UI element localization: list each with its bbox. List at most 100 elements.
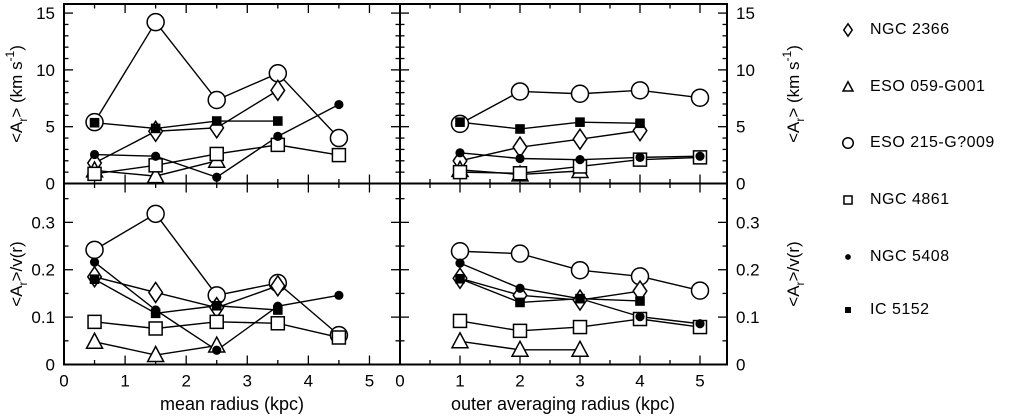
circle-marker-icon	[841, 136, 855, 150]
circle-filled-marker-icon	[575, 155, 585, 165]
svg-text:1: 1	[120, 372, 129, 391]
legend-label: IC 5152	[870, 301, 930, 318]
svg-text:0.1: 0.1	[31, 308, 55, 327]
svg-text:10: 10	[36, 61, 55, 80]
svg-text:<Ar>/v(r): <Ar>/v(r)	[7, 241, 30, 306]
square-open-marker-icon	[331, 147, 347, 163]
svg-text:0.2: 0.2	[31, 261, 55, 280]
square-filled-marker-icon	[150, 308, 161, 319]
svg-text:15: 15	[736, 4, 755, 23]
square-filled-marker-icon	[150, 123, 161, 134]
circle-filled-marker-icon	[635, 152, 645, 162]
triangle-open-marker-icon	[146, 344, 165, 363]
circle-filled-marker-icon	[273, 131, 283, 141]
square-open-marker-icon	[452, 164, 468, 180]
circle-filled-marker-icon	[212, 172, 222, 182]
square-filled-marker-icon	[89, 274, 100, 285]
circle-open-marker-icon	[146, 204, 165, 224]
svg-text:0.3: 0.3	[736, 213, 760, 232]
legend-item-eso059: ESO 059-G001	[836, 75, 985, 99]
svg-text:<Ar> (km s-1): <Ar> (km s-1)	[780, 45, 807, 143]
circle-filled-marker-icon	[455, 258, 465, 268]
circle-filled-marker-icon	[89, 149, 100, 160]
circle-filled-marker-icon	[695, 151, 705, 161]
square-open-marker-icon	[512, 323, 528, 339]
circle-filled-marker-icon	[151, 151, 161, 161]
svg-text:mean radius (kpc): mean radius (kpc)	[160, 394, 304, 414]
legend-item-ic5152: IC 5152	[836, 298, 930, 322]
svg-text:outer averaging radius (kpc): outer averaging radius (kpc)	[451, 394, 675, 414]
panel-bottom-right: 0 1 2 3 4 5 0 0.1 0.2 0.3	[395, 182, 760, 391]
svg-text:0: 0	[395, 372, 404, 391]
square-open-marker-icon	[512, 166, 528, 181]
svg-text:1: 1	[455, 372, 464, 391]
circle-filled-marker-icon	[695, 319, 705, 329]
square-filled-marker-icon	[273, 305, 283, 315]
svg-text:<Ar> (km s-1): <Ar> (km s-1)	[3, 45, 30, 143]
legend-label: NGC 5408	[870, 248, 950, 265]
legend-item-eso215: ESO 215-G?009	[836, 131, 995, 155]
diamond-open-marker-icon	[270, 79, 286, 102]
diamond-open-marker-icon	[270, 274, 286, 298]
axis-titles: <Ar> (km s-1) <Ar>/v(r) <Ar> (km s-1) <Ar>/…	[3, 45, 807, 414]
series-line	[459, 121, 641, 130]
triangle-open-marker-icon	[841, 80, 855, 92]
circle-filled-marker-icon	[515, 153, 525, 164]
circle-filled-marker-icon	[212, 345, 222, 355]
square-filled-marker-icon	[845, 307, 851, 313]
series-line	[459, 129, 641, 162]
svg-text:5: 5	[365, 372, 374, 391]
circle-filled-marker-icon	[515, 283, 525, 293]
circle-filled-marker-icon	[89, 257, 100, 267]
svg-text:0: 0	[736, 356, 745, 375]
square-filled-marker-icon	[89, 117, 100, 128]
triangle-open-marker-icon	[570, 339, 590, 358]
square-filled-marker-icon	[455, 273, 465, 284]
circle-open-marker-icon	[570, 84, 590, 103]
square-filled-marker-icon	[635, 296, 645, 306]
legend-label: ESO 059-G001	[870, 78, 986, 95]
svg-text:0: 0	[46, 356, 55, 375]
svg-text:2: 2	[515, 372, 524, 391]
square-open-marker-icon	[572, 319, 588, 335]
panel-top-right: 0 5 10 15	[399, 3, 755, 194]
svg-text:5: 5	[695, 372, 704, 391]
series-line	[459, 278, 641, 304]
square-filled-marker-icon	[515, 297, 525, 308]
legend-item-ngc4861: NGC 4861	[836, 188, 950, 212]
legend-label: NGC 4861	[870, 191, 950, 208]
circle-open-marker-icon	[690, 281, 710, 300]
svg-text:0: 0	[46, 175, 55, 194]
svg-text:3: 3	[575, 372, 584, 391]
circle-open-marker-icon	[630, 81, 650, 100]
svg-text:0: 0	[736, 175, 745, 194]
svg-text:<Ar>/v(r): <Ar>/v(r)	[784, 241, 807, 306]
square-open-marker-icon	[843, 195, 853, 205]
circle-open-marker-icon	[329, 128, 349, 148]
circle-open-marker-icon	[570, 260, 590, 280]
svg-text:3: 3	[243, 372, 252, 391]
square-marker-icon	[843, 195, 853, 205]
triangle-open-marker-icon	[450, 331, 470, 349]
triangle-marker-icon	[841, 80, 855, 92]
diamond-open-marker-icon	[147, 281, 164, 304]
svg-text:0.1: 0.1	[736, 308, 760, 327]
legend-item-ngc5408: NGC 5408	[836, 245, 950, 269]
square-filled-marker-icon	[575, 117, 585, 127]
square-open-marker-icon	[452, 313, 468, 329]
legend-item-ngc2366: NGC 2366	[836, 18, 950, 42]
square-filled-marker-icon	[515, 124, 525, 134]
circle-filled-marker-icon	[635, 312, 645, 322]
circle-open-marker-icon	[510, 82, 530, 101]
square-open-marker-icon	[209, 146, 224, 162]
svg-text:0: 0	[59, 372, 68, 391]
square-filled-marker-icon	[211, 116, 222, 126]
filled-square-marker-icon	[845, 307, 851, 313]
square-open-marker-icon	[331, 330, 347, 345]
legend-label: NGC 2366	[870, 21, 950, 38]
square-filled-marker-icon	[575, 293, 585, 304]
square-open-marker-icon	[87, 314, 102, 330]
square-filled-marker-icon	[273, 116, 283, 126]
svg-text:5: 5	[736, 118, 745, 137]
legend-label: ESO 215-G?009	[870, 134, 995, 151]
